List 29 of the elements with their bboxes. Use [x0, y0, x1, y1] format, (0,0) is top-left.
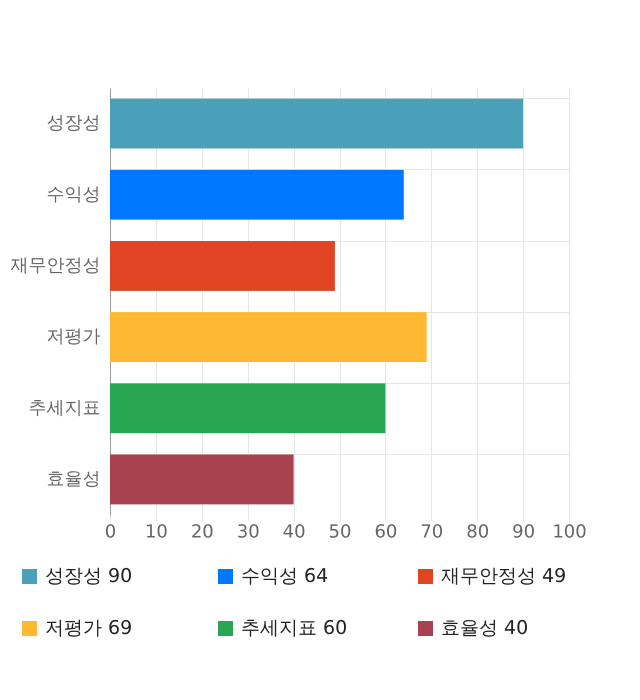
x-tick-label: 40: [282, 522, 306, 542]
text: 저평가 69: [45, 616, 132, 641]
x-tick-label: 20: [190, 522, 214, 542]
y-tick-label: 성장성: [46, 112, 100, 134]
text: 수익성 64: [241, 564, 328, 589]
y-tick-label: 효율성: [46, 468, 100, 490]
bar: [110, 383, 386, 434]
bar: [110, 312, 427, 362]
x-tick-label: 0: [104, 522, 116, 542]
x-tick-label: 60: [374, 522, 398, 542]
text: 효율성 40: [441, 616, 528, 641]
y-tick-label: 저평가: [46, 326, 100, 348]
x-tick-label: 100: [552, 522, 587, 542]
bar: [110, 241, 335, 291]
x-tick-label: 30: [236, 522, 260, 542]
text: 추세지표 60: [241, 616, 348, 641]
y-tick-label: 추세지표: [28, 397, 100, 418]
x-tick-label: 80: [466, 522, 490, 542]
x-tick-label: 90: [512, 522, 536, 542]
bar: [110, 98, 524, 148]
x-tick-label: 50: [328, 522, 352, 542]
bar: [110, 170, 404, 220]
bar: [110, 454, 294, 504]
y-tick-label: 재무안정성: [10, 254, 100, 276]
x-tick-label: 10: [144, 522, 168, 542]
x-tick-label: 70: [420, 522, 444, 542]
y-tick-label: 수익성: [46, 184, 100, 205]
text: 재무안정성 49: [441, 564, 566, 589]
text: 성장성 90: [45, 564, 132, 589]
